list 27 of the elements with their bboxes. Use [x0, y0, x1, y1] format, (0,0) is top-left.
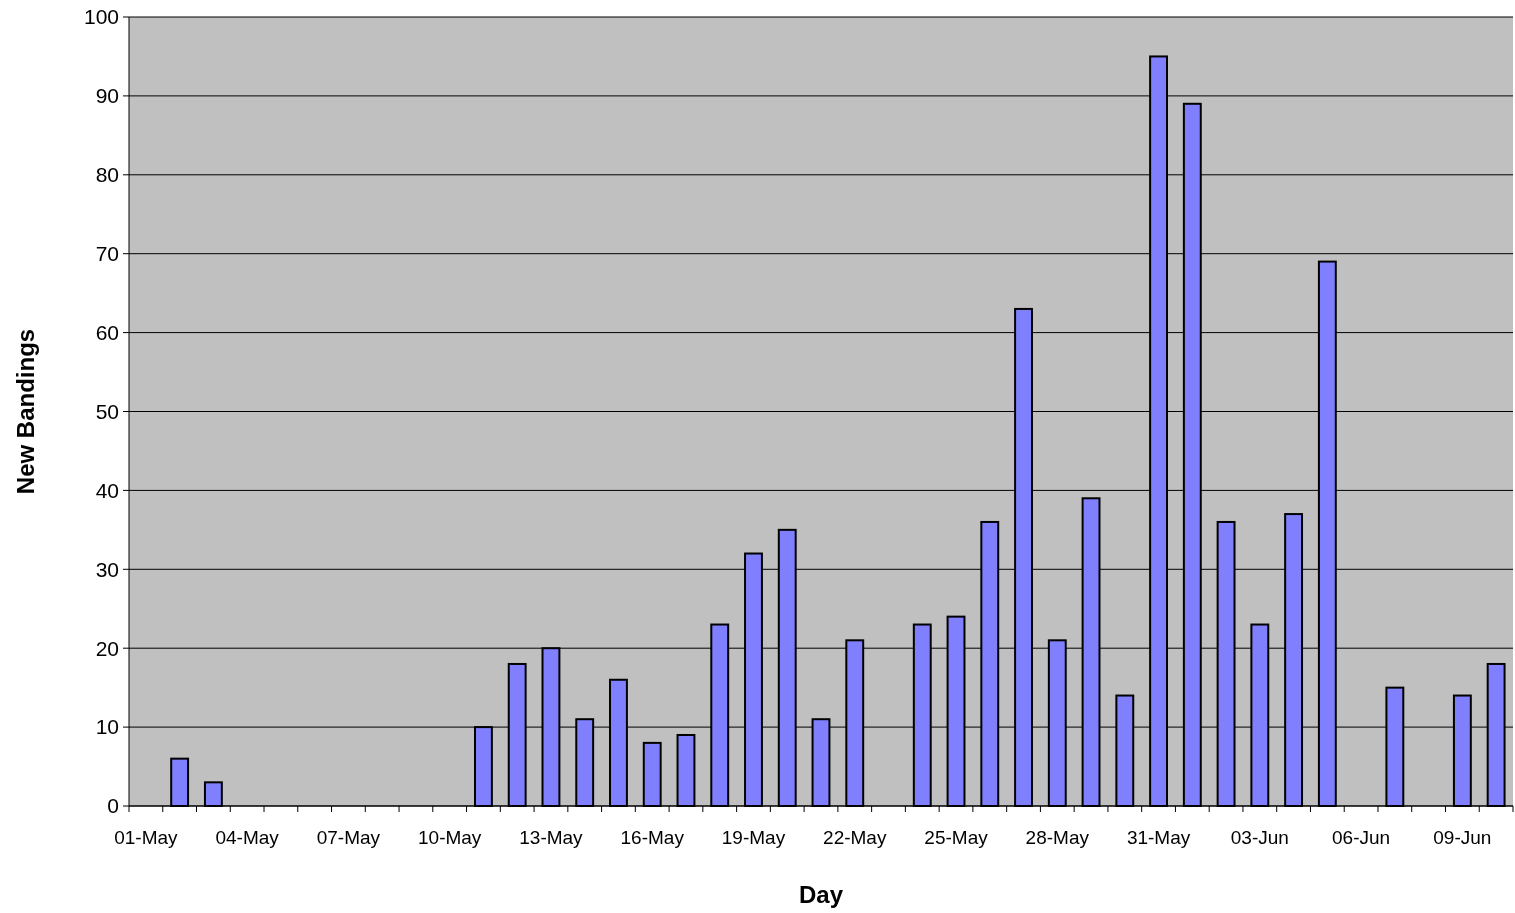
x-tick-label: 01-May: [114, 827, 179, 848]
y-tick-label: 90: [95, 84, 119, 108]
x-tick-label: 06-Jun: [1332, 827, 1391, 848]
y-tick-label: 100: [83, 5, 119, 29]
y-tick-label: 40: [95, 478, 119, 502]
y-tick-label: 30: [95, 557, 119, 581]
x-tick-label: 16-May: [620, 827, 685, 848]
y-tick-label: 70: [95, 242, 119, 266]
y-tick-label: 0: [107, 794, 119, 818]
x-axis-title: Day: [798, 881, 844, 908]
y-tick-label: 80: [95, 163, 119, 187]
x-tick-label: 09-Jun: [1433, 827, 1492, 848]
x-tick-label: 25-May: [924, 827, 989, 848]
y-tick-label: 10: [95, 715, 119, 739]
x-tick-label: 03-Jun: [1230, 827, 1289, 848]
x-tick-label: 13-May: [519, 827, 584, 848]
x-tick-label: 07-May: [316, 827, 381, 848]
y-axis-title: New Bandings: [12, 328, 39, 495]
y-tick-label: 50: [95, 399, 119, 423]
x-tick-label: 04-May: [215, 827, 280, 848]
x-tick-label: 31-May: [1126, 827, 1191, 848]
y-tick-label: 20: [95, 636, 119, 660]
x-tick-label: 22-May: [823, 827, 887, 848]
x-tick-label: 10-May: [418, 827, 482, 848]
x-tick-label: 19-May: [721, 827, 786, 848]
x-tick-label: 28-May: [1025, 827, 1090, 848]
y-tick-label: 60: [95, 320, 119, 344]
